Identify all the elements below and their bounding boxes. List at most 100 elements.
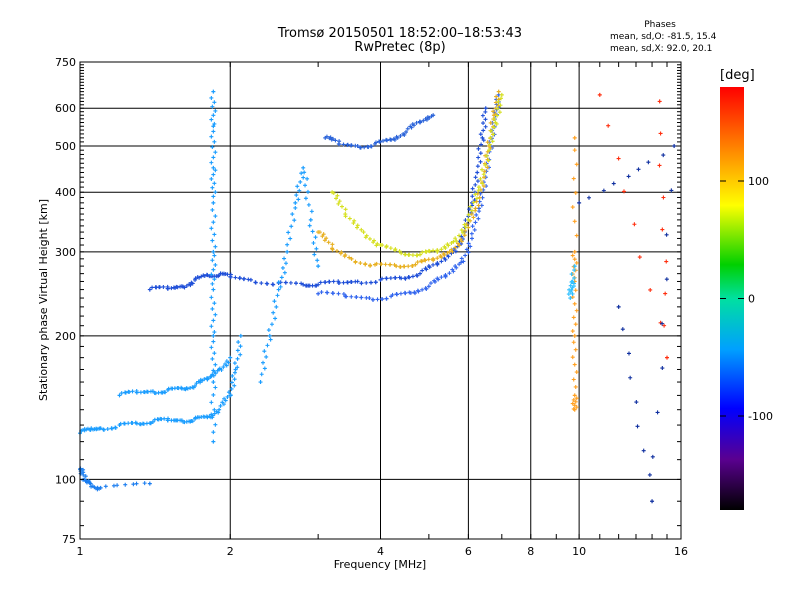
y-tick-label: 400 — [55, 186, 76, 199]
data-point — [423, 266, 428, 271]
data-point — [466, 241, 471, 246]
data-point — [487, 142, 492, 147]
data-point — [572, 333, 577, 338]
data-point — [459, 239, 464, 244]
y-tick-label: 200 — [55, 330, 76, 343]
data-point — [646, 160, 651, 165]
x-tick-label: 2 — [227, 545, 234, 558]
data-point — [290, 212, 295, 217]
data-point — [130, 389, 135, 394]
data-point — [317, 230, 322, 235]
data-point — [229, 386, 234, 391]
data-point — [471, 215, 476, 220]
data-point — [293, 205, 298, 210]
data-point — [476, 146, 481, 151]
data-point — [472, 227, 477, 232]
data-point — [210, 281, 215, 286]
data-point — [264, 354, 269, 359]
data-point — [315, 258, 320, 263]
data-point — [435, 276, 440, 281]
data-point — [195, 415, 200, 420]
data-point — [326, 240, 331, 245]
data-point — [347, 216, 352, 221]
data-point — [655, 410, 660, 415]
data-point — [397, 249, 402, 254]
data-point — [325, 290, 330, 295]
data-point — [268, 337, 273, 342]
data-point — [398, 291, 403, 296]
data-point — [384, 245, 389, 250]
data-point — [241, 277, 246, 282]
data-point — [226, 390, 231, 395]
data-point — [447, 271, 452, 276]
data-point — [364, 280, 369, 285]
data-point — [402, 276, 407, 281]
data-point — [491, 132, 496, 137]
data-point — [208, 374, 213, 379]
data-point — [298, 179, 303, 184]
data-point — [209, 400, 214, 405]
data-point — [189, 280, 194, 285]
data-point — [571, 315, 576, 320]
data-point — [441, 251, 446, 256]
data-point — [316, 291, 321, 296]
data-point — [406, 252, 411, 257]
data-point — [265, 343, 270, 348]
data-point — [233, 367, 238, 372]
data-point — [212, 253, 217, 258]
data-point — [212, 369, 217, 374]
data-point — [358, 261, 363, 266]
data-point — [388, 276, 393, 281]
data-point — [331, 291, 336, 296]
data-point — [368, 280, 373, 285]
data-point — [491, 109, 496, 114]
data-point — [571, 397, 576, 402]
data-point — [278, 284, 283, 289]
data-point — [175, 385, 180, 390]
data-point — [477, 195, 482, 200]
data-point — [367, 236, 372, 241]
data-point — [118, 421, 123, 426]
data-point — [211, 392, 216, 397]
data-point — [320, 234, 325, 239]
data-point — [658, 131, 663, 136]
data-point — [466, 250, 471, 255]
data-point — [453, 264, 458, 269]
data-point — [150, 285, 155, 290]
data-point — [464, 247, 469, 252]
data-point — [347, 255, 352, 260]
data-point — [213, 214, 218, 219]
data-point — [211, 249, 216, 254]
data-point — [478, 159, 483, 164]
phase-stats-heading: Phases — [644, 20, 676, 30]
x-tick-label: 6 — [465, 545, 472, 558]
data-point — [78, 471, 83, 476]
data-point — [476, 155, 481, 160]
data-point — [626, 351, 631, 356]
data-point — [296, 197, 301, 202]
data-point — [388, 246, 393, 251]
data-point — [338, 251, 343, 256]
data-point — [389, 137, 394, 142]
data-point — [453, 245, 458, 250]
x-axis-label: Frequency [MHz] — [334, 558, 426, 571]
data-point — [413, 262, 418, 267]
data-point — [306, 202, 311, 207]
data-point — [222, 396, 227, 401]
data-point — [657, 163, 662, 168]
data-point — [147, 421, 152, 426]
data-point — [174, 284, 179, 289]
data-point — [198, 377, 203, 382]
data-point — [301, 282, 306, 287]
data-point — [211, 380, 216, 385]
data-point — [483, 124, 488, 129]
data-point — [469, 212, 474, 217]
data-point — [217, 366, 222, 371]
data-point — [313, 235, 318, 240]
data-point — [331, 190, 336, 195]
data-point — [572, 301, 577, 306]
data-point — [165, 286, 170, 291]
data-point — [573, 399, 578, 404]
data-point — [217, 407, 222, 412]
data-point — [483, 106, 488, 111]
